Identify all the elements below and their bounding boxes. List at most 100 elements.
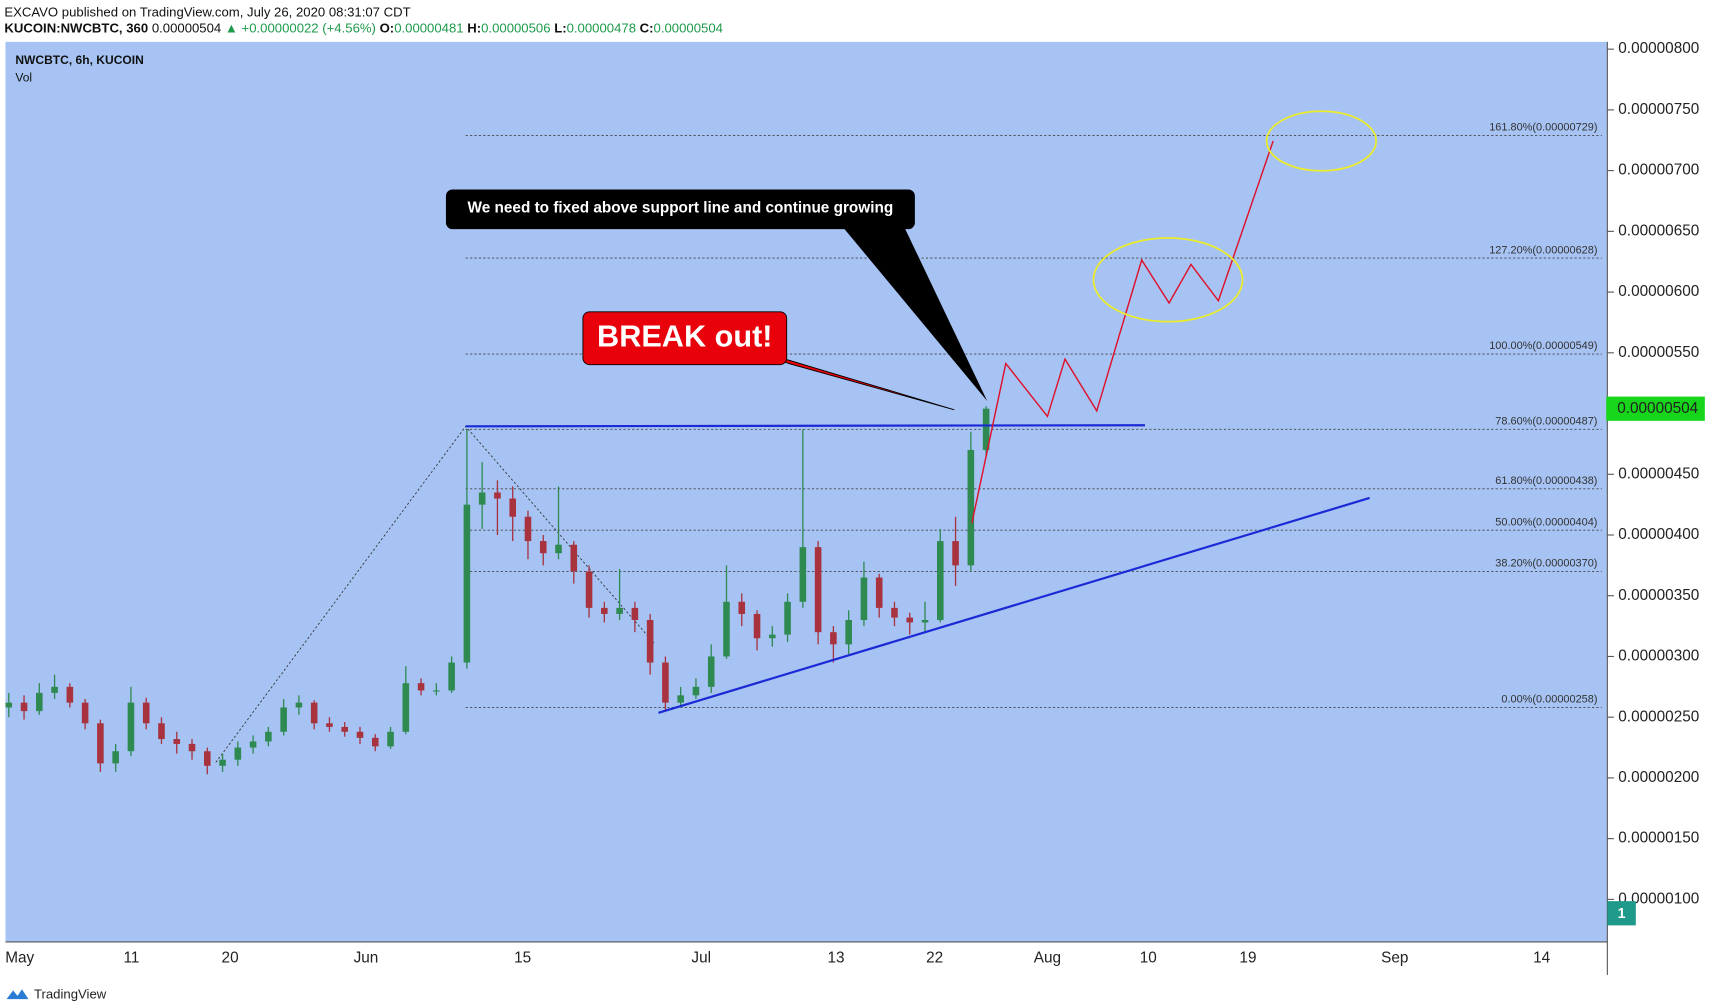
price-tag — [1606, 396, 1705, 421]
y-tick-label: 0.00000800 — [1618, 40, 1699, 57]
y-tick-label: 0.00000300 — [1618, 648, 1699, 665]
fib-label: 78.60%(0.00000487) — [1495, 416, 1597, 428]
candle-body — [97, 723, 104, 764]
candle-body — [36, 692, 43, 712]
candle-body — [509, 498, 516, 517]
candle-body — [967, 449, 975, 566]
candle-body — [127, 702, 135, 752]
ohlc-label: O: — [380, 21, 395, 36]
x-tick-label: 15 — [514, 949, 531, 966]
x-tick-label: 22 — [926, 949, 943, 966]
candle-body — [417, 683, 425, 691]
projection — [971, 140, 1274, 524]
callout-text: BREAK out! — [597, 318, 772, 353]
candle-body — [692, 686, 700, 696]
candle-body — [585, 571, 593, 608]
x-tick-label: Jul — [691, 949, 711, 966]
candle-body — [845, 620, 852, 645]
highlight — [1265, 110, 1378, 172]
candle-body — [570, 544, 578, 572]
fib-label: 161.80%(0.00000729) — [1489, 122, 1597, 134]
y-tick-label: 0.00000400 — [1618, 526, 1699, 543]
resistance-line — [465, 424, 1145, 428]
candle-body — [494, 492, 501, 499]
plot-bg — [5, 41, 1608, 942]
candle-body — [784, 601, 791, 635]
x-tick-label: 13 — [827, 949, 844, 966]
x-tick-label: 11 — [124, 949, 140, 966]
price-axis: 0.00000800 0.00000750 0.00000700 0.00000650… — [1607, 40, 1699, 907]
y-tick-label: 0.00000550 — [1618, 344, 1699, 361]
candle-body — [860, 577, 868, 621]
fib-label: 100.00%(0.00000549) — [1489, 340, 1597, 352]
candle-body — [20, 702, 28, 712]
fib-label: 0.00%(0.00000258) — [1501, 694, 1597, 706]
x-tick-label: May — [5, 949, 34, 966]
ohlc-value: 0.00000478 — [567, 21, 636, 36]
candle-body — [799, 547, 807, 602]
change: ▲ +0.00000022 (+4.56%) — [225, 21, 376, 36]
candle-body — [906, 617, 914, 623]
badge-text: 1 — [1618, 906, 1626, 922]
candle-body — [5, 702, 13, 708]
price-axis-bg — [1607, 41, 1718, 975]
candle-body — [295, 702, 303, 708]
candle-body — [646, 620, 654, 663]
candle-body — [616, 607, 623, 614]
y-tick-label: 0.00000250 — [1618, 708, 1699, 725]
candle-body — [265, 731, 272, 742]
y-tick-label: 0.00000700 — [1618, 162, 1699, 179]
badge — [1607, 901, 1636, 926]
candle-body — [219, 759, 226, 766]
time-axis: May 11 20 Jun 15 Jul 13 22 Aug 10 19 Sep 14 — [5, 949, 1550, 966]
last: 0.00000504 — [152, 21, 221, 36]
ohlc-label: L: — [554, 21, 566, 36]
candle-body — [371, 737, 379, 747]
candle-body — [738, 601, 746, 614]
candle-body — [921, 620, 929, 623]
y-tick-label: 0.00000450 — [1618, 465, 1699, 482]
candle-body — [387, 731, 394, 747]
fib-label: 38.20%(0.00000370) — [1495, 558, 1597, 570]
candle-body — [310, 702, 318, 724]
candle-body — [356, 731, 364, 738]
highlight — [1092, 237, 1244, 323]
fib-label: 50.00%(0.00000404) — [1495, 516, 1597, 528]
logo — [6, 989, 29, 1000]
callout-text: We need to fixed above support line and … — [468, 199, 894, 216]
candle-body — [677, 695, 684, 703]
candle-body — [891, 607, 898, 618]
x-tick-label: Aug — [1034, 949, 1061, 966]
support-line — [658, 496, 1370, 714]
y-tick-label: 0.00000150 — [1618, 830, 1699, 847]
candle-body — [723, 601, 730, 657]
candle-body — [707, 656, 715, 687]
x-tick-label: Jun — [354, 949, 379, 966]
legend-title: NWCBTC, 6h, KUCOIN — [15, 53, 143, 67]
candle-body — [234, 747, 242, 760]
candle-body — [555, 544, 562, 554]
price-tag-text: 0.00000504 — [1617, 400, 1698, 417]
candle-body — [188, 743, 196, 752]
candle-body — [280, 707, 287, 732]
ohlc-label: C: — [640, 21, 654, 36]
candle-body — [341, 726, 349, 732]
candle-body — [112, 751, 119, 764]
candle-body — [51, 686, 58, 693]
candle-body — [249, 741, 257, 748]
candle-body — [662, 662, 669, 703]
candle-body — [173, 739, 181, 744]
candle-body — [982, 408, 990, 450]
candle-body — [524, 516, 532, 542]
x-tick-label: Sep — [1381, 949, 1408, 966]
candle-body — [433, 690, 440, 692]
candle-body — [326, 723, 333, 727]
candle-body — [830, 632, 837, 645]
author-line: EXCAVO published on TradingView.com, Jul… — [4, 5, 410, 20]
symbol-line: KUCOIN:NWCBTC, 360 0.00000504 ▲ +0.00000… — [4, 21, 723, 36]
candle-body — [203, 751, 211, 766]
candle-body — [448, 662, 455, 691]
ohlc-label: H: — [467, 21, 481, 36]
candle-body — [936, 541, 944, 621]
